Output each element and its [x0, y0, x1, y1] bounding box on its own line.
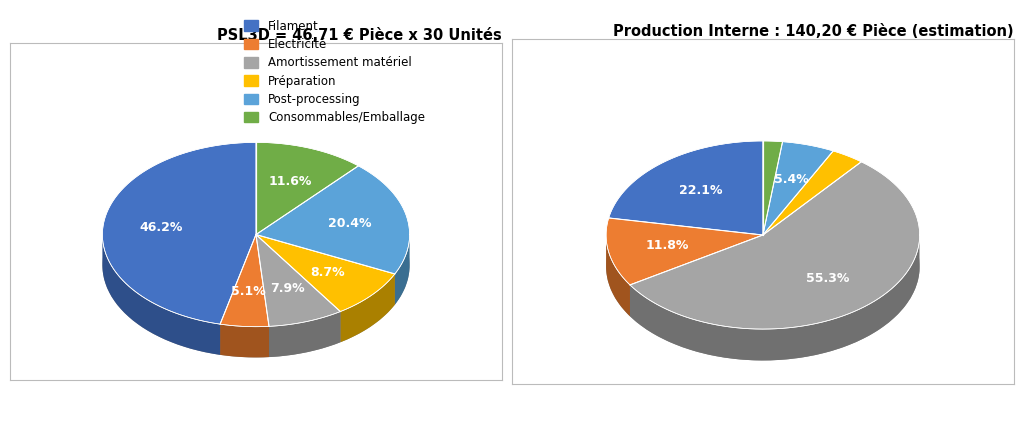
Polygon shape [763, 142, 834, 235]
Polygon shape [606, 236, 630, 316]
Text: 46.2%: 46.2% [139, 221, 183, 234]
Polygon shape [763, 151, 861, 235]
Text: 7.9%: 7.9% [270, 282, 304, 295]
Text: 55.3%: 55.3% [806, 272, 849, 285]
Text: 20.4%: 20.4% [328, 217, 371, 230]
Polygon shape [608, 141, 763, 235]
Ellipse shape [606, 172, 920, 360]
Polygon shape [220, 324, 269, 357]
Polygon shape [763, 141, 782, 235]
Polygon shape [256, 234, 340, 327]
Text: 11.8%: 11.8% [646, 239, 689, 253]
Text: 5.1%: 5.1% [231, 285, 266, 298]
Polygon shape [256, 166, 410, 274]
Polygon shape [220, 234, 269, 327]
Polygon shape [102, 143, 256, 324]
Polygon shape [395, 235, 410, 305]
Polygon shape [269, 311, 340, 357]
Polygon shape [630, 162, 920, 329]
Polygon shape [606, 218, 763, 285]
Polygon shape [256, 143, 358, 234]
Ellipse shape [102, 173, 410, 357]
Polygon shape [102, 235, 220, 355]
Polygon shape [340, 274, 395, 342]
Text: 8.7%: 8.7% [310, 266, 345, 278]
Legend: Filament, Electricité, Amortissement matériel, Préparation, Post-processing, Con: Filament, Electricité, Amortissement mat… [242, 17, 427, 126]
Text: PSL3D = 46,71 € Pièce x 30 Unités: PSL3D = 46,71 € Pièce x 30 Unités [217, 27, 502, 43]
Polygon shape [256, 234, 395, 311]
Text: Production Interne : 140,20 € Pièce (estimation): Production Interne : 140,20 € Pièce (est… [613, 24, 1014, 39]
Text: 5.4%: 5.4% [774, 173, 809, 186]
Text: 11.6%: 11.6% [268, 175, 311, 188]
Polygon shape [630, 240, 920, 360]
Text: 22.1%: 22.1% [679, 184, 722, 197]
